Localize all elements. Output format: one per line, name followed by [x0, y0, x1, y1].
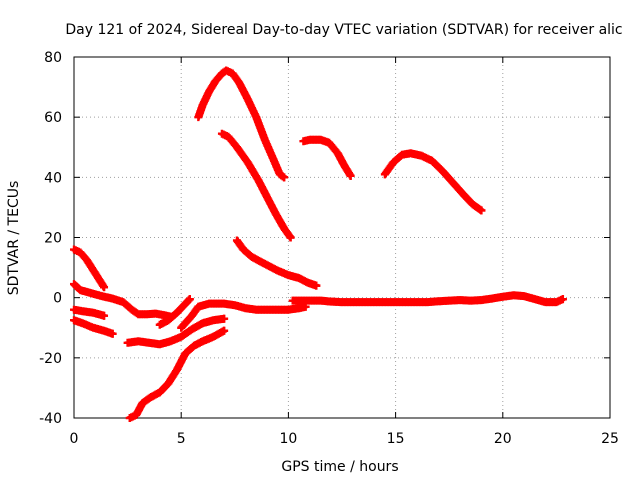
- y-tick-label: 60: [44, 110, 62, 126]
- y-tick-label: -40: [39, 411, 62, 427]
- series-arc-8: [177, 299, 310, 332]
- series-arc-6: [125, 326, 229, 422]
- x-tick-label: 25: [601, 431, 619, 447]
- series-arc-9: [194, 66, 289, 182]
- axis-ticks: [73, 56, 611, 419]
- series-arc-14: [380, 149, 486, 215]
- y-tick-label: -20: [39, 351, 62, 367]
- data-point: [280, 173, 289, 182]
- series-arc-1: [70, 245, 109, 292]
- data-point: [108, 329, 117, 338]
- series-arc-5: [123, 314, 229, 349]
- x-tick-label: 20: [494, 431, 512, 447]
- data-point: [346, 171, 355, 180]
- x-axis-label: GPS time / hours: [281, 459, 398, 475]
- data-markers: [70, 66, 567, 422]
- y-tick-label: 0: [53, 291, 62, 307]
- y-tick-label: 20: [44, 231, 62, 247]
- x-tick-label: 0: [70, 431, 79, 447]
- data-point: [312, 281, 321, 290]
- series-arc-13: [299, 135, 355, 180]
- grid: [74, 57, 610, 418]
- series-arc-10: [217, 129, 295, 242]
- y-axis-label: SDTVAR / TECUs: [6, 181, 22, 296]
- data-point: [100, 283, 109, 292]
- data-point: [477, 206, 486, 215]
- x-tick-label: 5: [177, 431, 186, 447]
- y-tick-label: 40: [44, 170, 62, 186]
- series-arc-12: [288, 291, 567, 307]
- data-point: [220, 326, 229, 335]
- series-arc-2: [70, 280, 175, 321]
- series-arc-11: [232, 236, 321, 290]
- tick-labels: 0 5 10 15 20 25 -40 -20 0 20 40 60 80: [39, 50, 619, 447]
- data-point: [100, 311, 109, 320]
- data-point: [185, 295, 194, 304]
- series-arc-3: [70, 305, 109, 320]
- x-tick-label: 10: [279, 431, 297, 447]
- data-point: [220, 314, 229, 323]
- series-arc-4: [70, 316, 117, 338]
- x-tick-label: 15: [387, 431, 405, 447]
- y-tick-label: 80: [44, 50, 62, 66]
- data-point: [286, 233, 295, 242]
- chart-title: Day 121 of 2024, Sidereal Day-to-day VTE…: [65, 22, 622, 38]
- data-point: [558, 295, 567, 304]
- series-arc-7: [155, 295, 194, 329]
